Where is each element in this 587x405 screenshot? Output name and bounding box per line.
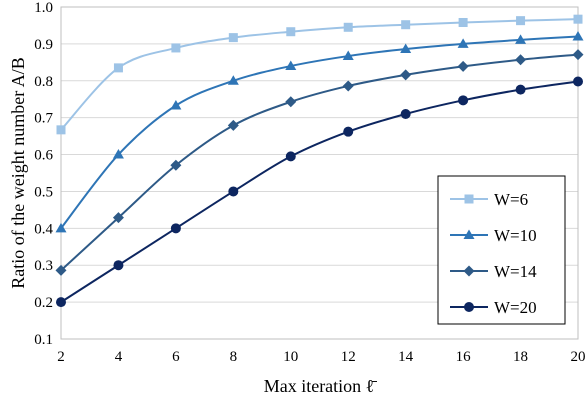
- data-point: [458, 95, 469, 106]
- data-point: [573, 14, 583, 24]
- series-line: [60, 35, 579, 229]
- data-point: [56, 297, 66, 308]
- data-point: [286, 27, 296, 37]
- data-point: [228, 186, 239, 197]
- y-tick-label: 0.7: [34, 111, 53, 127]
- legend-label: W=14: [494, 262, 537, 281]
- series-layer: [55, 14, 584, 308]
- data-point: [112, 149, 124, 159]
- y-axis-title: Ratio of the weight number A/B: [8, 57, 28, 288]
- series-w-10: [55, 31, 584, 233]
- data-point: [171, 43, 181, 53]
- data-point: [457, 60, 469, 72]
- y-tick-label: 0.6: [34, 148, 53, 164]
- data-point: [572, 31, 584, 41]
- data-point: [55, 222, 67, 233]
- legend-label: W=6: [494, 190, 528, 209]
- data-point: [343, 126, 354, 137]
- legend-label: W=20: [494, 298, 537, 317]
- data-point: [285, 151, 296, 162]
- plot-area: [60, 6, 579, 340]
- legend-item: W=6: [450, 190, 528, 209]
- y-tick-label: 0.4: [34, 221, 53, 237]
- x-tick-label: 14: [398, 349, 414, 365]
- x-tick-label: 20: [571, 349, 586, 365]
- legend: W=6 W=10 W=14 W=20: [437, 175, 566, 325]
- data-point: [227, 75, 239, 85]
- x-tick-label: 16: [456, 349, 472, 365]
- x-tick-label: 2: [57, 349, 65, 365]
- legend-marker: [463, 265, 475, 277]
- data-point: [515, 34, 527, 44]
- series-w-20: [56, 76, 583, 308]
- x-tick-label: 12: [341, 349, 356, 365]
- x-tick-label: 8: [230, 349, 238, 365]
- y-tick-label: 0.1: [34, 332, 53, 348]
- legend-item: W=20: [450, 298, 537, 317]
- series-line: [60, 53, 579, 272]
- data-point: [228, 33, 238, 43]
- data-point: [56, 125, 66, 135]
- data-point: [516, 16, 526, 26]
- x-tick-label: 18: [513, 349, 528, 365]
- data-point: [113, 63, 123, 73]
- data-point: [400, 69, 412, 81]
- legend-item: W=10: [450, 226, 537, 245]
- data-point: [400, 43, 412, 54]
- y-tick-label: 0.9: [34, 37, 53, 53]
- data-point: [170, 223, 181, 234]
- data-point: [112, 212, 124, 224]
- data-point: [170, 99, 182, 110]
- legend-marker: [463, 229, 475, 239]
- data-point: [400, 108, 411, 119]
- x-tick-label: 10: [283, 349, 298, 365]
- data-point: [343, 22, 353, 32]
- data-point: [285, 60, 297, 71]
- y-tick-label: 0.3: [34, 258, 53, 274]
- data-point: [55, 264, 67, 276]
- x-tick-label: 4: [115, 349, 123, 365]
- legend-label: W=10: [494, 226, 537, 245]
- data-point: [573, 76, 583, 87]
- y-tick-label: 0.2: [34, 295, 53, 311]
- data-point: [342, 50, 354, 61]
- y-tick-label: 0.8: [34, 74, 53, 90]
- series-line: [60, 80, 579, 303]
- legend-marker: [464, 194, 474, 204]
- data-point: [113, 260, 124, 271]
- data-point: [170, 159, 182, 171]
- data-point: [572, 49, 584, 61]
- series-line: [60, 18, 579, 131]
- series-w-6: [56, 14, 583, 135]
- x-axis-title: Max iteration ℓ̄: [264, 376, 378, 396]
- data-point: [342, 80, 354, 92]
- x-tick-label: 6: [172, 349, 180, 365]
- data-point: [401, 20, 411, 30]
- legend-marker: [464, 302, 474, 312]
- series-w-14: [55, 49, 584, 276]
- data-point: [227, 119, 239, 131]
- y-axis-ticks: 0.1 0.2 0.3 0.4 0.5 0.6 0.7 0.8 0.9 1.0: [34, 0, 53, 348]
- y-tick-label: 1.0: [34, 0, 53, 16]
- x-axis-ticks: 2 4 6 8 10 12 14 16 18 20: [57, 349, 585, 365]
- data-point: [458, 17, 468, 27]
- data-point: [457, 38, 469, 48]
- legend-box: [437, 175, 566, 325]
- data-point: [285, 96, 297, 108]
- legend-item: W=14: [450, 262, 537, 281]
- data-point: [515, 84, 526, 95]
- data-point: [515, 54, 527, 66]
- y-tick-label: 0.5: [34, 184, 53, 200]
